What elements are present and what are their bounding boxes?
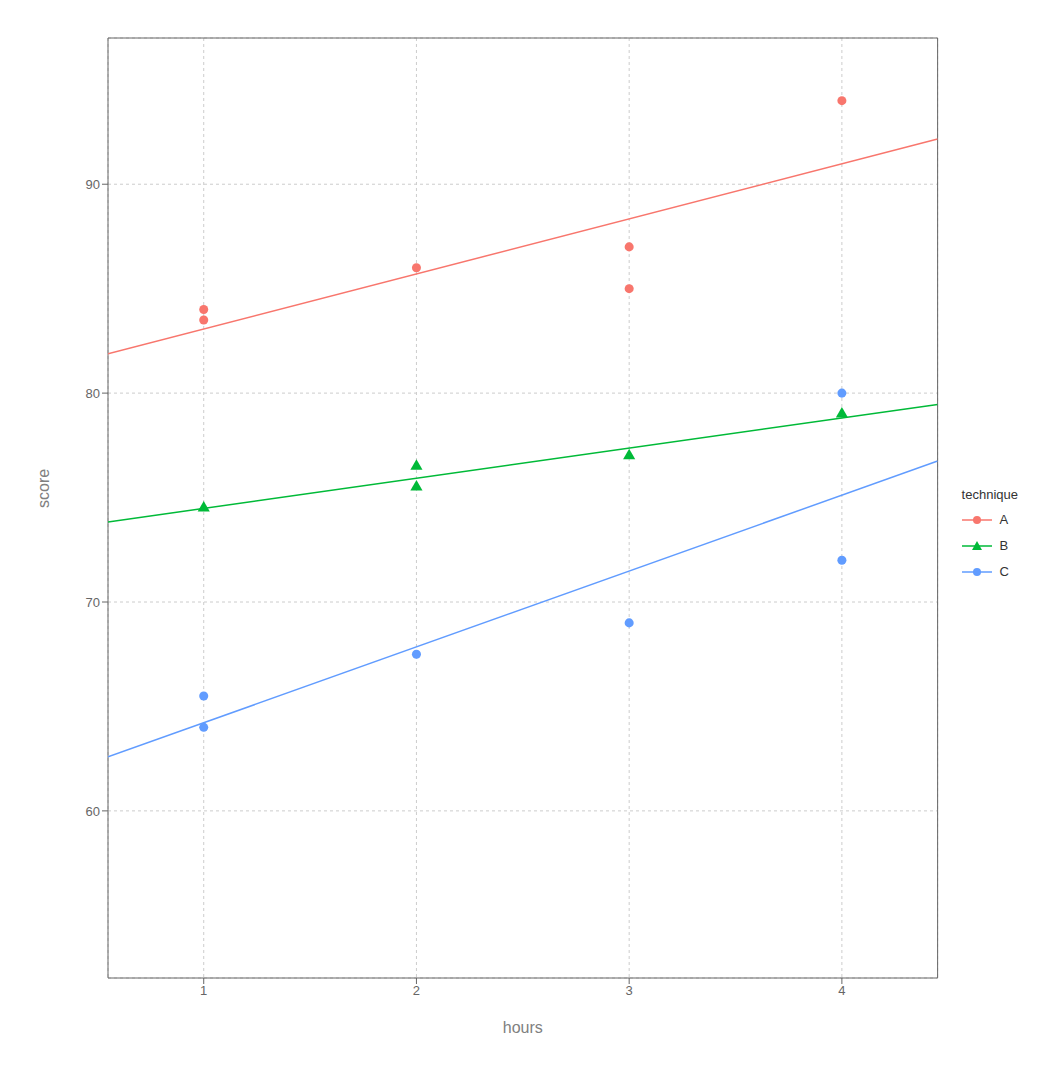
svg-text:80: 80 xyxy=(86,386,100,401)
svg-text:70: 70 xyxy=(86,595,100,610)
svg-text:1: 1 xyxy=(200,983,207,998)
html-text:B: B xyxy=(999,538,1009,553)
svg-text:hours: hours xyxy=(503,1019,543,1036)
svg-text:score: score xyxy=(35,469,52,508)
svg-text:4: 4 xyxy=(838,983,845,998)
svg-text:90: 90 xyxy=(86,177,100,192)
html-text:A: A xyxy=(999,512,1009,527)
svg-text:3: 3 xyxy=(626,983,633,998)
html-text:C: C xyxy=(999,564,1009,579)
svg-text:60: 60 xyxy=(86,804,100,819)
html-text:technique: technique xyxy=(961,486,1018,502)
svg-text:2: 2 xyxy=(413,983,420,998)
